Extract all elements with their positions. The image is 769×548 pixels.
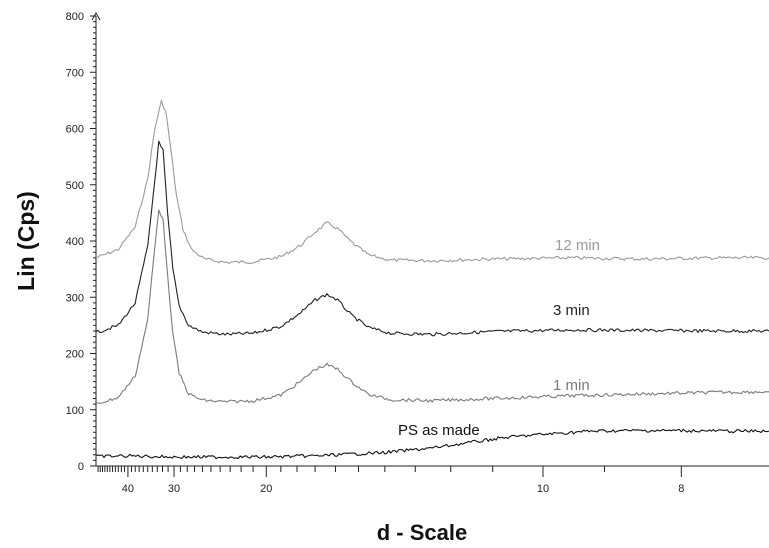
series-label-ps: PS as made [398,422,480,439]
x-tick-label: 30 [168,483,180,495]
x-tick-label: 40 [122,483,134,495]
x-minor-ticks [97,466,605,472]
y-tick-label: 200 [66,349,84,361]
series-line-1-min [95,209,769,404]
series-line-3-min [95,140,769,337]
series-label-12min: 12 min [555,237,600,254]
y-tick-label: 400 [66,236,84,248]
y-tick-label: 0 [78,461,84,473]
series-label-3min: 3 min [553,302,590,319]
x-tick-label: 20 [260,483,272,495]
x-tick-labels: 40 30 20 10 8 [122,483,685,495]
y-tick-label: 500 [66,180,84,192]
y-axis-title: Lin (Cps) [13,191,39,291]
y-tick-label: 600 [66,124,84,136]
x-axis-title: d - Scale [377,520,467,545]
y-tick-label: 700 [66,67,84,79]
series-lines [95,99,769,460]
x-tick-label: 8 [678,483,684,495]
y-axis-arrow [91,11,101,21]
x-tick-label: 10 [537,483,549,495]
y-major-ticks [90,11,101,467]
y-tick-label: 800 [66,11,84,23]
x-major-ticks [127,466,682,477]
series-line-ps-as-made [95,428,769,460]
series-line-12-min [95,99,769,264]
y-minor-ticks [93,21,96,461]
y-tick-label: 100 [66,405,84,417]
y-tick-label: 300 [66,292,84,304]
series-label-1min: 1 min [553,377,590,394]
y-tick-labels: 0 100 200 300 400 500 600 700 800 [66,11,84,473]
